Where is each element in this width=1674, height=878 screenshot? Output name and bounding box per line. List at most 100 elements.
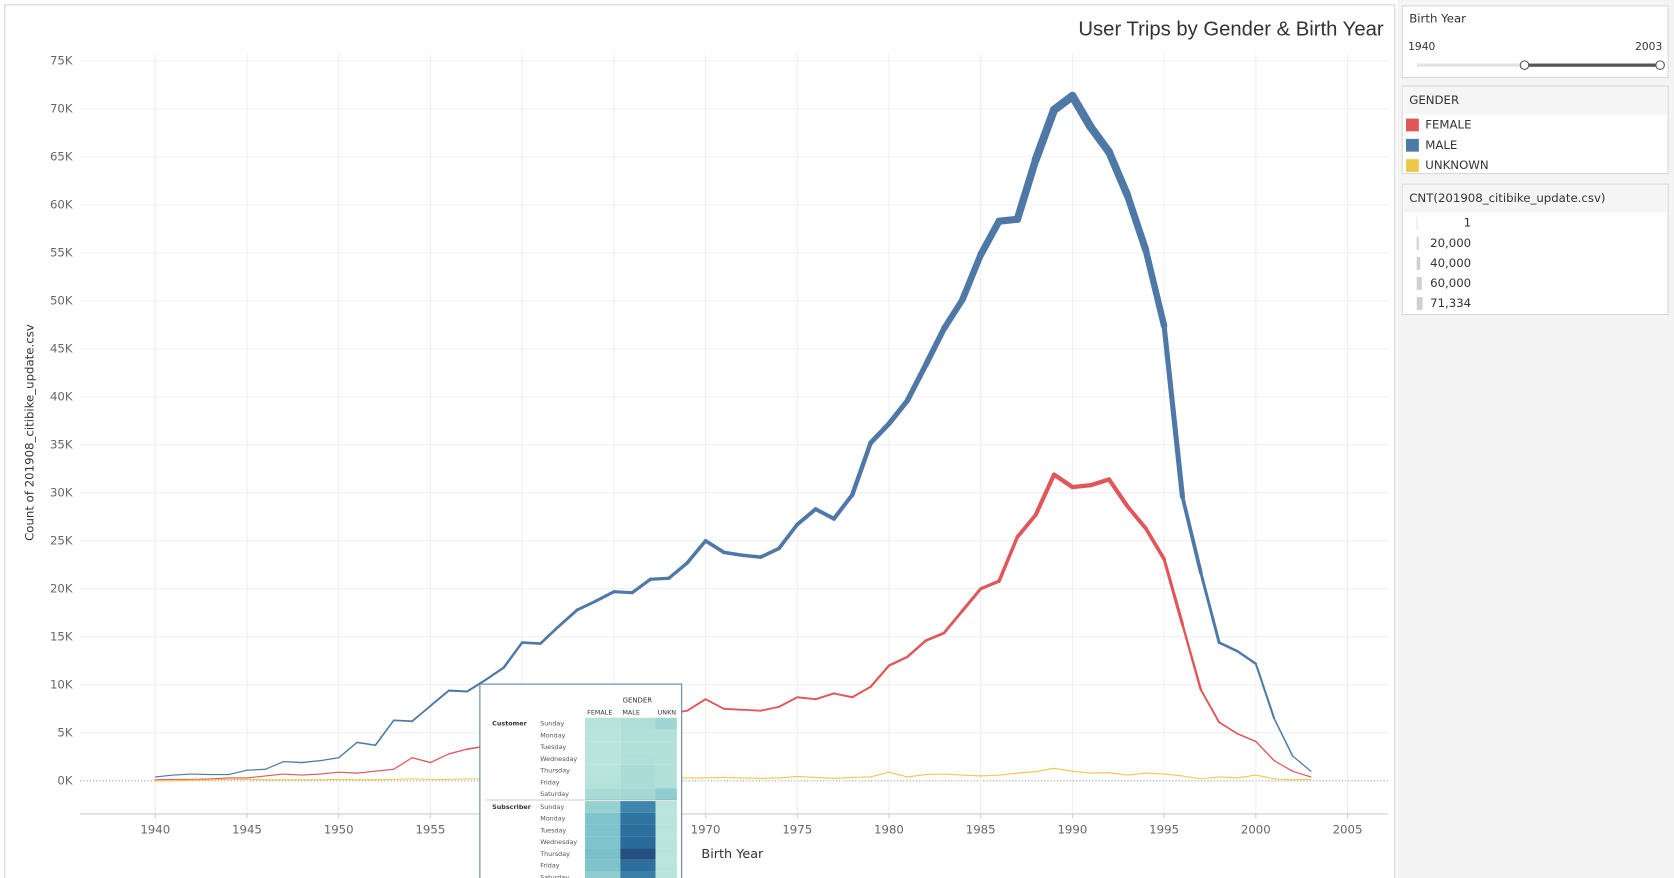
legend-swatch[interactable] bbox=[1406, 159, 1419, 172]
heatmap-cell bbox=[620, 871, 656, 878]
line-segment bbox=[888, 771, 908, 778]
legend-label[interactable]: MALE bbox=[1425, 138, 1457, 152]
heatmap-cell bbox=[585, 729, 621, 742]
heatmap-cell bbox=[620, 717, 656, 730]
line-segment bbox=[1236, 732, 1257, 743]
line-segment bbox=[1016, 771, 1037, 774]
tooltip-row: Thursday bbox=[539, 850, 570, 858]
line-segment bbox=[466, 678, 487, 693]
y-tick-label: 65K bbox=[50, 149, 73, 163]
line-segment bbox=[246, 768, 266, 771]
line-segment bbox=[1053, 767, 1073, 772]
legend-swatch[interactable] bbox=[1406, 138, 1419, 152]
line-segment bbox=[870, 771, 890, 778]
heatmap-cell bbox=[655, 836, 677, 849]
line-segment bbox=[778, 775, 798, 779]
tooltip: GENDER FEMALE MALE UNKN Customer Sunday Monda… bbox=[479, 683, 683, 878]
line-segment bbox=[722, 707, 744, 711]
line-segment bbox=[392, 719, 413, 723]
line-segment bbox=[612, 590, 634, 595]
size-swatch bbox=[1416, 216, 1418, 230]
heatmap-cell bbox=[655, 801, 677, 813]
line-segment bbox=[942, 609, 964, 635]
heatmap-cell bbox=[620, 741, 656, 754]
heatmap-cell bbox=[620, 859, 656, 872]
line-segment bbox=[685, 539, 708, 565]
line-segment bbox=[1236, 774, 1257, 779]
line-segment bbox=[815, 776, 835, 779]
tooltip-row: Thursday bbox=[539, 767, 570, 775]
heatmap-cell bbox=[655, 859, 677, 872]
line-segment bbox=[1273, 760, 1294, 772]
line-segment bbox=[868, 421, 892, 446]
y-tick-label: 20K bbox=[50, 581, 73, 595]
slider-range bbox=[1524, 63, 1661, 67]
line-segment bbox=[741, 708, 762, 712]
size-swatch bbox=[1416, 297, 1423, 310]
line-segment bbox=[1143, 526, 1166, 561]
slider-handle-max[interactable] bbox=[1655, 60, 1665, 70]
line-segment bbox=[1181, 775, 1202, 780]
legend-label[interactable]: UNKNOWN bbox=[1425, 158, 1488, 172]
line-segment bbox=[998, 772, 1018, 776]
line-segment bbox=[906, 639, 927, 659]
x-tick-label: 1950 bbox=[324, 822, 354, 836]
line-segment bbox=[448, 748, 468, 755]
size-label: 40,000 bbox=[1430, 256, 1471, 270]
x-tick-label: 2005 bbox=[1333, 822, 1363, 836]
line-segment bbox=[429, 753, 450, 764]
x-tick-label: 1995 bbox=[1149, 822, 1179, 836]
legend-swatch[interactable] bbox=[1406, 118, 1419, 132]
line-segment bbox=[1070, 483, 1093, 490]
line-segment bbox=[1217, 641, 1239, 653]
x-tick-label: 1985 bbox=[966, 822, 996, 836]
x-tick-label: 1945 bbox=[232, 822, 262, 836]
heatmap-cell bbox=[620, 812, 656, 825]
heatmap-cell bbox=[585, 812, 621, 825]
line-segment bbox=[1273, 717, 1294, 757]
y-tick-label: 60K bbox=[50, 197, 73, 211]
line-segment bbox=[777, 522, 800, 551]
heatmap-cell bbox=[585, 788, 621, 801]
line-segment bbox=[301, 773, 321, 776]
line-segment bbox=[977, 217, 1003, 259]
filter-min: 1940 bbox=[1408, 40, 1435, 53]
line-segment bbox=[1123, 191, 1150, 254]
series-line bbox=[154, 472, 1312, 781]
chart-pane bbox=[4, 4, 1396, 878]
line-segment bbox=[1031, 105, 1059, 164]
line-segment bbox=[1236, 650, 1258, 665]
line-segment bbox=[851, 685, 872, 699]
line-segment bbox=[429, 689, 450, 707]
line-segment bbox=[704, 698, 725, 710]
tooltip-row: Wednesday bbox=[540, 755, 577, 763]
heatmap-cell bbox=[655, 764, 677, 777]
line-segment bbox=[1255, 774, 1275, 780]
line-segment bbox=[722, 550, 745, 558]
line-segment bbox=[1163, 773, 1184, 777]
heatmap-cell bbox=[620, 788, 656, 801]
size-swatch bbox=[1416, 236, 1419, 250]
y-tick-label: 0K bbox=[57, 773, 72, 787]
y-tick-label: 10K bbox=[50, 677, 73, 691]
y-tick-label: 70K bbox=[50, 101, 73, 115]
heatmap-cell bbox=[585, 824, 621, 837]
heatmap-cell bbox=[655, 753, 677, 765]
line-segment bbox=[209, 777, 230, 780]
line-segment bbox=[796, 775, 817, 778]
heatmap-cell bbox=[585, 776, 621, 789]
line-segment bbox=[796, 696, 817, 701]
line-segment bbox=[246, 775, 266, 779]
line-segment bbox=[264, 773, 285, 777]
line-segment bbox=[1086, 123, 1114, 157]
legend-label[interactable]: FEMALE bbox=[1425, 117, 1471, 131]
tooltip-row: Friday bbox=[540, 778, 560, 786]
slider-handle-min[interactable] bbox=[1519, 60, 1530, 70]
line-segment bbox=[833, 776, 853, 779]
x-tick-label: 1955 bbox=[415, 822, 445, 836]
line-segment bbox=[1071, 770, 1092, 774]
line-segment bbox=[1126, 772, 1147, 776]
heatmap-cell bbox=[620, 776, 656, 789]
y-tick-label: 40K bbox=[50, 389, 73, 403]
heatmap-cell bbox=[585, 848, 621, 860]
